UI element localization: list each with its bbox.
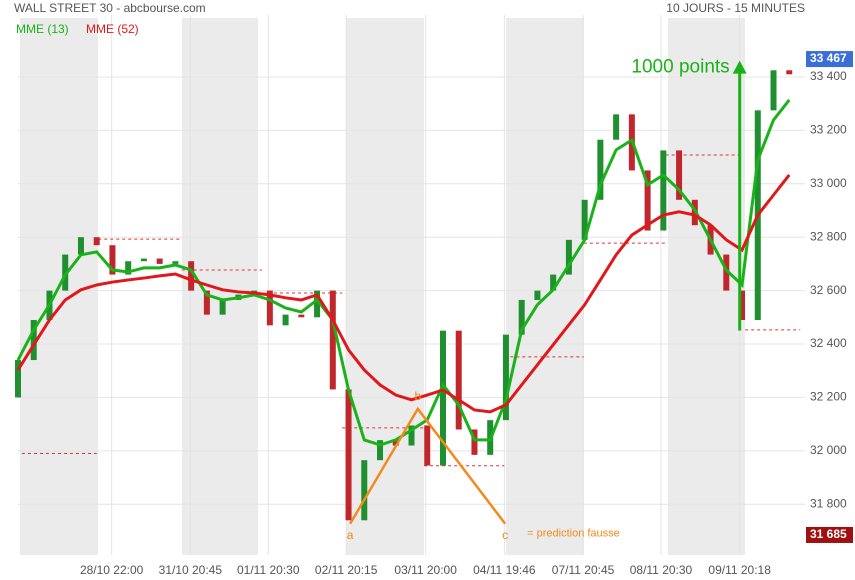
legend-entry: MME (13) xyxy=(16,22,69,36)
y-tick-label: 32 400 xyxy=(810,336,847,350)
abc-label: c xyxy=(502,528,508,542)
candle xyxy=(550,274,557,291)
candle xyxy=(93,237,100,246)
candle xyxy=(660,150,667,231)
price-badge xyxy=(806,51,853,68)
candle xyxy=(676,150,683,200)
abc-label: b xyxy=(414,389,421,403)
y-tick-label: 32 200 xyxy=(810,390,847,404)
chart-title: WALL STREET 30 - abcbourse.com xyxy=(14,1,206,15)
candle xyxy=(203,290,210,315)
candle xyxy=(455,330,462,430)
abc-line xyxy=(349,406,507,525)
candle xyxy=(644,170,651,231)
candle xyxy=(613,114,620,140)
candle xyxy=(188,261,195,291)
candle xyxy=(30,319,37,361)
candle xyxy=(565,239,572,275)
x-tick-label: 07/11 20:45 xyxy=(552,563,615,577)
x-tick-label: 04/11 19:46 xyxy=(473,563,536,577)
y-tick-label: 33 000 xyxy=(810,176,847,190)
candle xyxy=(392,440,399,446)
candle xyxy=(156,258,163,264)
y-tick-label: 32 600 xyxy=(810,283,847,297)
legend-entry: MME (52) xyxy=(86,22,139,36)
candle xyxy=(518,299,525,335)
arrow-head xyxy=(732,60,747,74)
price-badge xyxy=(806,526,853,543)
candle xyxy=(471,429,478,455)
candle xyxy=(77,237,84,255)
candle xyxy=(172,261,179,264)
price-badge-label: 31 685 xyxy=(810,527,847,541)
abc-note: = prediction fausse xyxy=(527,528,620,540)
move-label: 1000 points xyxy=(631,57,729,78)
y-tick-label: 32 000 xyxy=(810,443,847,457)
candle xyxy=(219,299,226,315)
candle xyxy=(502,334,509,421)
band xyxy=(346,18,424,555)
candle xyxy=(439,330,446,466)
candle xyxy=(597,139,604,200)
x-tick-label: 01/11 20:30 xyxy=(237,563,300,577)
band xyxy=(182,18,258,555)
candle xyxy=(786,70,793,75)
candle xyxy=(408,425,415,446)
candle xyxy=(15,360,21,398)
y-tick-label: 33 400 xyxy=(810,69,847,83)
candle xyxy=(723,254,730,291)
candle xyxy=(282,314,289,326)
price-badge-label: 33 467 xyxy=(810,51,847,65)
candle xyxy=(266,290,273,326)
candle xyxy=(109,245,116,275)
candle xyxy=(361,460,368,521)
candle xyxy=(345,389,352,521)
candle xyxy=(581,199,588,240)
candle xyxy=(329,290,336,390)
abc-label: a xyxy=(347,528,354,542)
x-tick-label: 09/11 20:18 xyxy=(708,563,771,577)
band xyxy=(668,18,745,555)
y-tick-label: 31 800 xyxy=(810,496,847,510)
candle xyxy=(125,261,132,275)
x-tick-label: 08/11 20:30 xyxy=(630,563,693,577)
band xyxy=(506,18,584,555)
ema-line xyxy=(16,174,791,414)
x-tick-label: 31/10 20:45 xyxy=(159,563,223,577)
candle xyxy=(298,314,305,318)
candle xyxy=(534,290,541,300)
y-tick-label: 32 800 xyxy=(810,229,847,243)
chart-subtitle: 10 JOURS - 15 MINUTES xyxy=(666,1,805,15)
candle xyxy=(424,425,431,466)
x-tick-label: 03/11 20:00 xyxy=(394,563,457,577)
candle xyxy=(140,258,147,262)
y-tick-label: 33 200 xyxy=(810,123,847,137)
x-tick-label: 02/11 20:15 xyxy=(315,563,378,577)
candle xyxy=(314,290,321,318)
session-bands xyxy=(20,18,745,555)
candle xyxy=(377,440,384,461)
candle xyxy=(770,70,777,111)
x-tick-label: 28/10 22:00 xyxy=(80,563,144,577)
candle xyxy=(739,290,746,320)
